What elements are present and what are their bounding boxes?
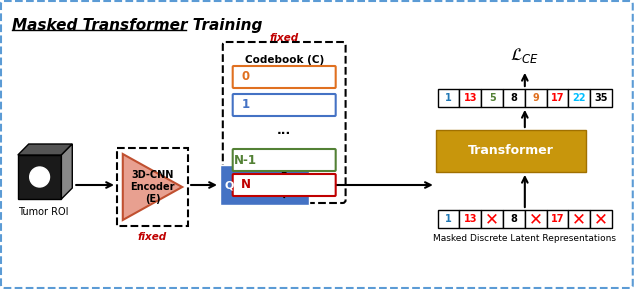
FancyBboxPatch shape bbox=[233, 66, 336, 88]
Text: 3D-CNN: 3D-CNN bbox=[131, 170, 173, 180]
Text: ✕: ✕ bbox=[572, 210, 586, 228]
FancyBboxPatch shape bbox=[503, 89, 525, 107]
FancyBboxPatch shape bbox=[233, 94, 336, 116]
Text: 1: 1 bbox=[445, 93, 452, 103]
FancyBboxPatch shape bbox=[460, 89, 481, 107]
Text: 0: 0 bbox=[241, 71, 250, 84]
Text: 13: 13 bbox=[463, 214, 477, 224]
FancyBboxPatch shape bbox=[590, 210, 612, 228]
Text: 35: 35 bbox=[595, 93, 608, 103]
Polygon shape bbox=[18, 144, 72, 155]
FancyBboxPatch shape bbox=[481, 210, 503, 228]
Text: Tumor ROI: Tumor ROI bbox=[19, 207, 69, 217]
FancyBboxPatch shape bbox=[590, 89, 612, 107]
Text: Encoder: Encoder bbox=[131, 182, 175, 192]
Text: ...: ... bbox=[277, 123, 291, 136]
Text: 5: 5 bbox=[489, 93, 495, 103]
Text: 8: 8 bbox=[511, 93, 517, 103]
Text: N-1: N-1 bbox=[234, 153, 257, 166]
Text: fixed: fixed bbox=[138, 232, 167, 242]
FancyBboxPatch shape bbox=[547, 210, 568, 228]
Text: Codebook (C): Codebook (C) bbox=[244, 55, 324, 65]
Text: 13: 13 bbox=[463, 93, 477, 103]
FancyBboxPatch shape bbox=[547, 89, 568, 107]
Text: Masked Discrete Latent Representations: Masked Discrete Latent Representations bbox=[433, 234, 616, 243]
Text: ✕: ✕ bbox=[529, 210, 543, 228]
FancyBboxPatch shape bbox=[460, 210, 481, 228]
Text: Masked Transformer Training: Masked Transformer Training bbox=[12, 18, 262, 33]
FancyBboxPatch shape bbox=[525, 89, 547, 107]
FancyBboxPatch shape bbox=[525, 210, 547, 228]
FancyBboxPatch shape bbox=[438, 89, 460, 107]
FancyBboxPatch shape bbox=[436, 130, 586, 172]
Text: ✕: ✕ bbox=[485, 210, 499, 228]
Text: 17: 17 bbox=[551, 214, 564, 224]
FancyBboxPatch shape bbox=[233, 174, 336, 196]
Text: 22: 22 bbox=[573, 93, 586, 103]
Text: fixed: fixed bbox=[269, 33, 299, 43]
FancyBboxPatch shape bbox=[503, 210, 525, 228]
Text: (E): (E) bbox=[145, 194, 160, 204]
FancyBboxPatch shape bbox=[568, 210, 590, 228]
Text: Transformer: Transformer bbox=[468, 144, 554, 158]
Polygon shape bbox=[18, 155, 61, 199]
Text: 1: 1 bbox=[241, 99, 250, 112]
Circle shape bbox=[29, 167, 49, 187]
Text: Quantization: Quantization bbox=[225, 180, 305, 190]
Text: ✕: ✕ bbox=[594, 210, 608, 228]
FancyBboxPatch shape bbox=[233, 149, 336, 171]
Polygon shape bbox=[61, 144, 72, 199]
FancyBboxPatch shape bbox=[223, 42, 346, 203]
FancyBboxPatch shape bbox=[438, 210, 460, 228]
FancyBboxPatch shape bbox=[568, 89, 590, 107]
Text: $\mathcal{L}_{CE}$: $\mathcal{L}_{CE}$ bbox=[510, 46, 540, 65]
Text: 8: 8 bbox=[511, 214, 517, 224]
Text: 9: 9 bbox=[532, 93, 539, 103]
Text: 17: 17 bbox=[551, 93, 564, 103]
Text: 1: 1 bbox=[445, 214, 452, 224]
FancyBboxPatch shape bbox=[220, 165, 309, 205]
Polygon shape bbox=[123, 154, 182, 220]
Text: N: N bbox=[241, 179, 251, 192]
FancyBboxPatch shape bbox=[481, 89, 503, 107]
